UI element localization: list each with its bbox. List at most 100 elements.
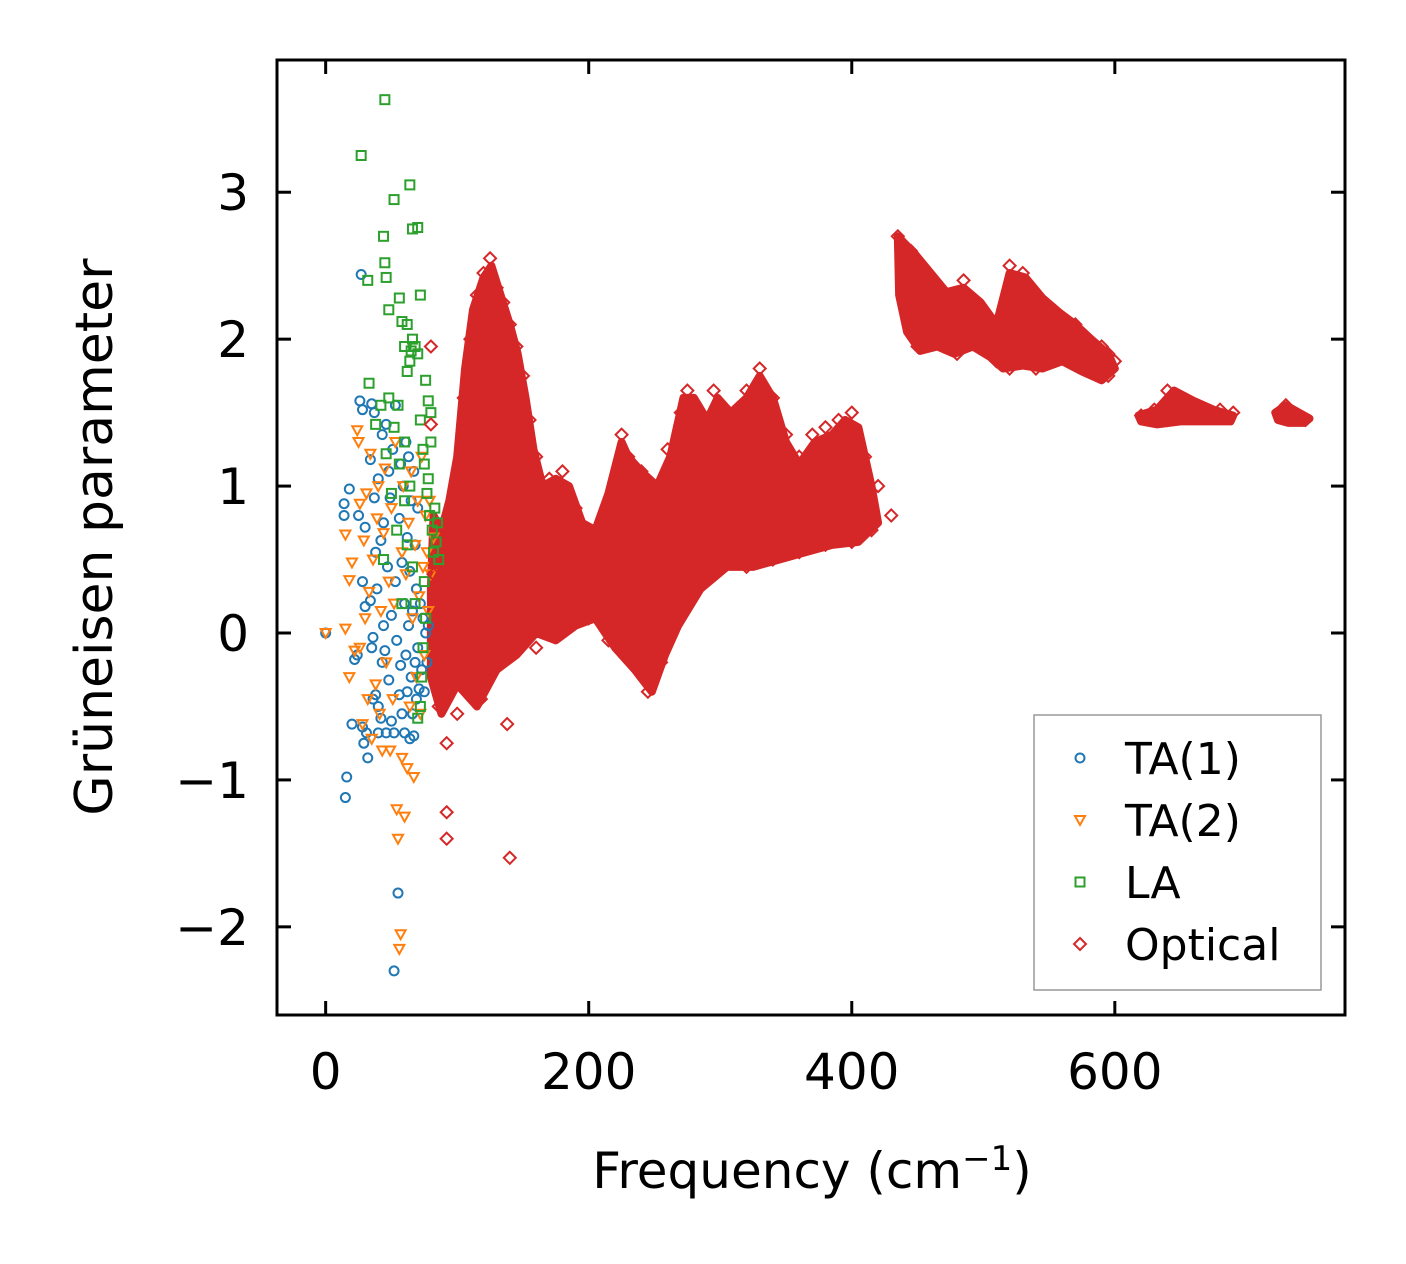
ta-1-point: [399, 727, 411, 739]
la-point: [404, 480, 416, 492]
ta-2-point: [353, 642, 367, 655]
legend-marker-ta-2: [1073, 815, 1087, 828]
la-point: [412, 221, 424, 233]
optical-point: [995, 324, 1011, 340]
ta-2-point: [374, 605, 388, 619]
optical-point: [653, 654, 669, 670]
ta-2-point: [391, 833, 405, 846]
ta-1-point: [362, 752, 374, 764]
ta-1-point: [409, 656, 421, 668]
optical-point: [778, 427, 794, 443]
optical-point: [535, 478, 551, 494]
ta-2-point: [414, 451, 429, 464]
ta-1-point: [391, 634, 403, 646]
ta-2-point: [378, 463, 392, 476]
ta-1-point: [372, 727, 384, 739]
la-point: [412, 712, 424, 724]
la-point: [414, 289, 426, 301]
ta-1-point: [375, 712, 387, 724]
optical-point: [956, 272, 971, 288]
optical-point: [923, 331, 939, 347]
x-axis-label: Frequency (cm−1): [592, 1139, 1032, 1200]
optical-point: [522, 412, 537, 428]
optical-point: [791, 449, 807, 465]
ta-2-point: [351, 437, 366, 450]
optical-point: [791, 544, 807, 560]
y-tick-label: −1: [175, 752, 249, 810]
optical-point: [1212, 402, 1228, 418]
optical-point: [1067, 317, 1083, 332]
optical-point: [528, 449, 544, 465]
ta-1-point: [364, 595, 376, 607]
optical-point: [818, 537, 833, 553]
legend-label-optical: Optical: [1125, 920, 1280, 971]
optical-point: [581, 610, 597, 626]
optical-point: [423, 339, 439, 354]
optical-point: [443, 552, 459, 567]
la-point: [391, 524, 403, 536]
la-point: [404, 179, 416, 191]
ta-2-point: [364, 733, 379, 746]
ta-2-point: [421, 605, 435, 619]
optical-point: [1100, 346, 1116, 362]
optical-point: [890, 228, 906, 244]
legend-marker-optical: [1072, 936, 1088, 952]
optical-point: [1186, 397, 1202, 413]
ta-2-point: [370, 513, 384, 526]
optical-point: [943, 287, 958, 303]
ta-1-point: [372, 473, 384, 485]
ta-2-point: [384, 503, 399, 516]
optical-point: [561, 618, 577, 634]
la-point: [388, 194, 400, 206]
ta-2-point: [357, 535, 371, 548]
x-axis-ticks: 0 200 400 600: [310, 60, 1163, 1101]
optical-point: [1081, 331, 1096, 347]
ta-2-point: [375, 745, 389, 758]
ta-1-point: [376, 429, 388, 441]
optical-point: [462, 331, 478, 347]
optical-point: [1028, 287, 1044, 303]
optical-point: [469, 287, 485, 303]
ta-1-point: [401, 532, 413, 543]
optical-point: [752, 361, 768, 376]
ta-1-point: [338, 498, 350, 510]
optical-point: [870, 478, 886, 494]
ta-1-point: [368, 492, 380, 504]
la-point: [418, 458, 430, 470]
optical-point: [1081, 361, 1096, 376]
optical-point: [439, 735, 455, 751]
ta-2-point: [412, 591, 426, 604]
ta-1-point: [367, 631, 379, 643]
la-point: [420, 374, 432, 386]
la-point: [412, 348, 424, 360]
ta-1-point: [385, 715, 397, 727]
ta-2-point: [405, 613, 420, 626]
x-tick-label: 0: [310, 1043, 342, 1101]
la-point: [383, 392, 395, 404]
la-point: [383, 304, 395, 316]
ta-1-point: [354, 395, 366, 407]
ta-1-point: [403, 620, 415, 632]
optical-region-2: [893, 232, 1119, 385]
optical-point: [844, 534, 860, 550]
ta-1-point: [359, 601, 371, 613]
optical-point: [969, 295, 985, 310]
ta-2-point: [363, 448, 378, 461]
ta-2-point: [400, 763, 414, 776]
y-axis-ticks: −2 −1 0 1 2 3: [175, 164, 1345, 957]
la-point: [393, 292, 405, 304]
ta-2-point: [379, 657, 393, 670]
optical-point: [640, 684, 656, 700]
ta-2-point: [404, 466, 418, 479]
la-point: [406, 333, 418, 345]
ta-1-point: [366, 642, 378, 654]
ta-2-point: [388, 437, 403, 450]
optical-point: [1054, 346, 1070, 362]
la-point: [378, 230, 390, 242]
legend: TA(1) TA(2) LA Optical: [1033, 714, 1322, 991]
ta-1-point: [359, 521, 371, 533]
ta-2-point: [359, 488, 374, 501]
ta-1-point: [412, 502, 424, 514]
optical-point: [903, 243, 919, 259]
optical-point: [423, 416, 439, 432]
